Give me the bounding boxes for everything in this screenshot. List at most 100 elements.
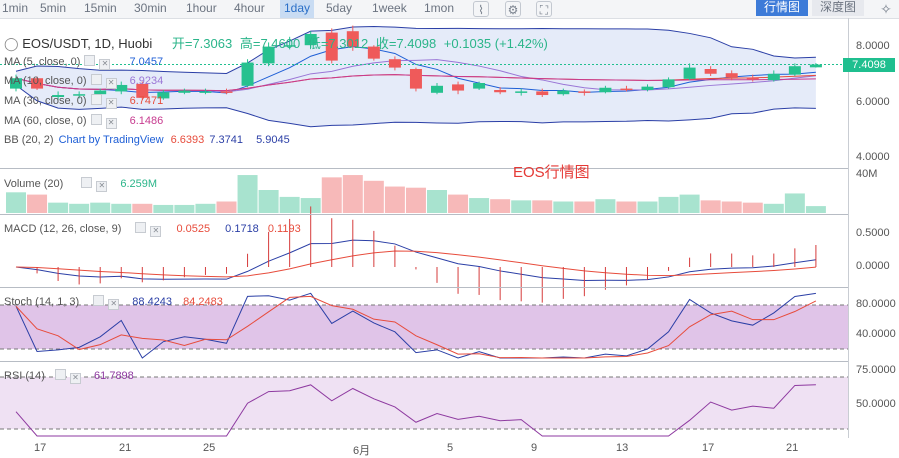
- volume-bar: [763, 203, 784, 213]
- candle-body: [662, 79, 675, 88]
- volume-bar: [448, 194, 469, 213]
- eye-icon: [93, 295, 105, 306]
- candle-body: [304, 34, 317, 46]
- ohlc-high: 高=7.4600: [239, 36, 301, 51]
- rsi-line: [15, 384, 816, 437]
- candle-body: [241, 62, 254, 86]
- view-chart-button[interactable]: 行情图: [756, 0, 809, 16]
- candle-body: [346, 31, 359, 47]
- volume-bar: [153, 204, 174, 213]
- bb-upper-line: [15, 25, 816, 74]
- close-icon: ✕: [150, 226, 162, 237]
- time-tick: 21: [119, 442, 132, 454]
- chart-type-icon[interactable]: ⌇: [473, 1, 489, 17]
- candle-body: [788, 66, 801, 75]
- panel-separator[interactable]: [0, 214, 848, 215]
- theme-icon[interactable]: ✧: [880, 1, 892, 17]
- rsi-legend[interactable]: RSI (14) ✕ 61.7898: [4, 369, 134, 384]
- stoch-k-line: [15, 292, 816, 359]
- eye-icon: [84, 55, 96, 66]
- volume-bar: [490, 199, 511, 213]
- candle-body: [388, 59, 401, 68]
- stoch-legend[interactable]: Stoch (14, 1, 3) ✕ 88.4243 84.2483: [4, 295, 223, 310]
- rsi-tick: 50.0000: [856, 398, 896, 410]
- ma5-legend[interactable]: MA (5, close, 0) ✕ 7.0457: [4, 55, 164, 70]
- macd-line: [15, 239, 816, 282]
- volume-bar: [6, 192, 26, 213]
- timeframe-1day[interactable]: 1day: [280, 0, 315, 18]
- ohlc-change: +0.1035 (+1.42%): [443, 36, 548, 51]
- collapse-icon[interactable]: ◯: [4, 36, 19, 51]
- candle-body: [220, 91, 233, 93]
- panel-separator[interactable]: [0, 287, 848, 288]
- timeframe-5day[interactable]: 5day: [326, 1, 353, 15]
- panel-separator[interactable]: [0, 168, 848, 169]
- price-tick: 4.0000: [856, 151, 890, 163]
- candle-body: [325, 32, 338, 61]
- volume-bar: [616, 201, 637, 213]
- candle-body: [199, 91, 212, 93]
- volume-bar: [742, 202, 763, 213]
- volume-bar: [679, 194, 700, 213]
- stoch-d-line: [15, 295, 817, 359]
- volume-bar: [784, 193, 805, 213]
- volume-bar: [216, 201, 237, 213]
- timeframe-5min[interactable]: 5min: [40, 1, 67, 15]
- volume-bar: [427, 190, 447, 213]
- candle-body: [115, 84, 128, 92]
- candle-body: [73, 94, 86, 96]
- candle-body: [620, 88, 633, 91]
- ma30-legend[interactable]: MA (30, close, 0) ✕ 6.7471: [4, 94, 164, 109]
- close-icon: ✕: [105, 118, 117, 129]
- volume-bar: [595, 199, 616, 213]
- candle-body: [599, 87, 612, 93]
- candle-body: [704, 69, 717, 74]
- rsi-band: [0, 377, 848, 429]
- volume-bar: [300, 198, 321, 213]
- eye-icon: [81, 177, 93, 188]
- bb-legend[interactable]: BB (20, 2) Chart by TradingView 6.6393 7…: [4, 134, 290, 146]
- fullscreen-icon[interactable]: ⛶: [536, 1, 552, 17]
- timeframe-15min[interactable]: 15min: [84, 1, 117, 15]
- ohlc-open: 开=7.3063: [171, 36, 233, 51]
- timeframe-30min[interactable]: 30min: [134, 1, 167, 15]
- candle-body: [494, 90, 507, 93]
- ohlc-low: 低=7.3012: [307, 36, 369, 51]
- macd-tick: 0.5000: [856, 227, 890, 239]
- ma60-legend[interactable]: MA (60, close, 0) ✕ 6.1486: [4, 114, 164, 129]
- timeframe-1min[interactable]: 1min: [2, 1, 29, 15]
- bb-lower-line: [15, 84, 816, 128]
- ma10-legend[interactable]: MA (10, close, 0) ✕ 6.9234: [4, 74, 164, 89]
- candle-body: [409, 69, 422, 89]
- volume-legend[interactable]: Volume (20) ✕ 6.259M: [4, 177, 158, 192]
- panel-separator[interactable]: [0, 361, 848, 362]
- macd-legend[interactable]: MACD (12, 26, close, 9) ✕ 0.0525 0.1718 0…: [4, 222, 301, 237]
- volume-bar: [469, 198, 490, 213]
- time-tick: 17: [34, 442, 47, 454]
- timeframe-1mon[interactable]: 1mon: [424, 1, 455, 15]
- ma5-line: [15, 46, 816, 94]
- close-icon: ✕: [105, 78, 117, 89]
- volume-bar: [511, 200, 532, 213]
- candle-body: [136, 83, 149, 98]
- timeframe-4hour[interactable]: 4hour: [234, 1, 265, 15]
- stoch-lines: [0, 292, 848, 359]
- candle-body: [578, 91, 591, 93]
- eye-icon: [54, 369, 66, 380]
- volume-bar: [637, 201, 658, 213]
- candle-body: [683, 67, 696, 79]
- candle-body: [431, 85, 443, 93]
- timeframe-1hour[interactable]: 1hour: [186, 1, 217, 15]
- view-depth-button[interactable]: 深度图: [812, 0, 865, 16]
- candle-body: [178, 90, 191, 93]
- volume-bar: [27, 194, 48, 213]
- candle-body: [262, 46, 275, 64]
- eye-icon: [90, 114, 102, 125]
- close-icon: ✕: [69, 373, 81, 384]
- volume-bar: [363, 180, 384, 213]
- timeframe-1week[interactable]: 1week: [372, 1, 407, 15]
- time-tick: 13: [616, 442, 629, 454]
- settings-icon[interactable]: ⚙: [505, 1, 521, 17]
- last-price-tag: 7.4098: [843, 58, 895, 72]
